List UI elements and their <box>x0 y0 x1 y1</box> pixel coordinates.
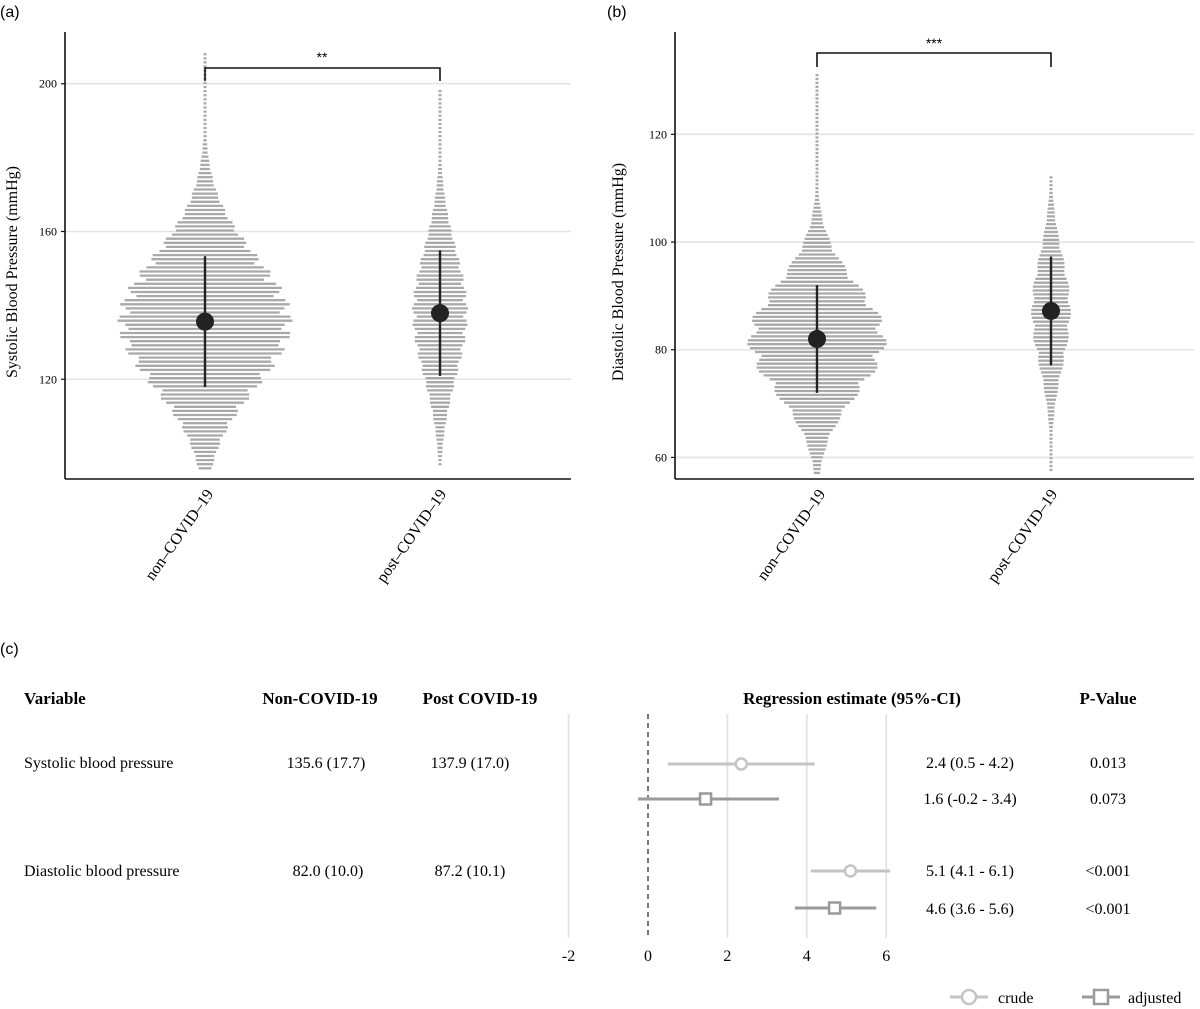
legend-crude-marker <box>960 988 978 1006</box>
panel-label-c: (c) <box>0 641 19 658</box>
xtick-label-6: 6 <box>882 948 890 965</box>
panel-b-ylabel: Diastolic Blood Pressure (mmHg) <box>610 163 627 381</box>
row-systolic-post-covid: 137.9 (17.0) <box>431 755 510 772</box>
legend-crude: crude <box>950 988 1034 1007</box>
panel-b-gridlines <box>675 133 1194 459</box>
header-pvalue: P-Value <box>1080 689 1137 708</box>
panel-a-significance-label: ** <box>317 49 328 65</box>
panel-a-xtick-non-covid: non–COVID–19 <box>142 487 217 584</box>
panel-a-ylabel: Systolic Blood Pressure (mmHg) <box>4 166 21 378</box>
panel-b-xtick-post-covid: post–COVID–19 <box>985 487 1062 586</box>
forest-x-ticks: -2 0 2 4 6 <box>562 948 890 965</box>
panel-label-a: (a) <box>0 4 20 21</box>
ytick-label-60: 60 <box>655 450 667 464</box>
panel-label-b: (b) <box>607 4 627 21</box>
xtick-label--2: -2 <box>562 948 575 965</box>
xtick-label-2: 2 <box>723 948 731 965</box>
panel-b-mean-sd <box>808 256 1060 393</box>
ytick-label-120: 120 <box>649 127 667 141</box>
row-diastolic-post-covid: 87.2 (10.1) <box>435 863 506 880</box>
forest-gridlines <box>567 714 888 938</box>
ytick-label-200: 200 <box>39 77 57 91</box>
ytick-label-80: 80 <box>655 343 667 357</box>
panel-b-diastolic: (b) 60 80 100 120 Diastolic Blood Pressure … <box>607 4 1194 586</box>
legend-adjusted-marker <box>1092 988 1110 1006</box>
forest-table: Systolic blood pressure 135.6 (17.7) 137… <box>24 755 1131 918</box>
panel-a-y-ticks: 120 160 200 <box>39 77 65 386</box>
panel-a-gridlines <box>65 82 571 381</box>
row-diastolic-non-covid: 82.0 (10.0) <box>293 863 364 880</box>
header-non-covid: Non-COVID-19 <box>262 689 377 708</box>
pvalue-diastolic-adjusted: <0.001 <box>1085 901 1130 918</box>
estimate-marker-0-adjusted <box>698 792 713 806</box>
panel-b-significance-bracket: *** <box>816 35 1052 67</box>
pvalue-systolic-crude: 0.013 <box>1090 755 1126 772</box>
header-variable: Variable <box>24 689 86 708</box>
panel-a-mean-sd <box>196 250 449 388</box>
panel-b-xtick-non-covid: non–COVID–19 <box>754 487 829 584</box>
xtick-label-0: 0 <box>644 948 652 965</box>
panel-a-significance-bracket: ** <box>204 49 441 81</box>
pvalue-systolic-adjusted: 0.073 <box>1090 791 1126 808</box>
panel-b-bracket-line <box>816 52 1052 67</box>
estimate-marker-1-adjusted <box>827 901 842 915</box>
mean-point-0 <box>196 312 214 331</box>
estimate-marker-1-crude <box>843 864 858 878</box>
legend-adjusted: adjusted <box>1082 988 1181 1007</box>
mean-point-1 <box>431 304 449 323</box>
estimate-systolic-adjusted: 1.6 (-0.2 - 3.4) <box>923 791 1016 808</box>
panel-b-significance-label: *** <box>926 35 943 51</box>
ytick-label-120: 120 <box>39 372 57 386</box>
estimate-systolic-crude: 2.4 (0.5 - 4.2) <box>926 755 1014 772</box>
legend-crude-label: crude <box>998 990 1034 1007</box>
ytick-label-100: 100 <box>649 235 667 249</box>
row-systolic-non-covid: 135.6 (17.7) <box>287 755 366 772</box>
header-estimate: Regression estimate (95%-CI) <box>743 689 961 708</box>
header-post-covid: Post COVID-19 <box>423 689 538 708</box>
forest-estimates <box>638 757 891 915</box>
ytick-label-160: 160 <box>39 224 57 238</box>
forest-legend: crude adjusted <box>950 988 1181 1007</box>
panel-a-bracket-line <box>204 67 441 81</box>
legend-adjusted-label: adjusted <box>1128 990 1181 1007</box>
estimate-diastolic-crude: 5.1 (4.1 - 6.1) <box>926 863 1014 880</box>
panel-c-forest: (c) Variable Non-COVID-19 Post COVID-19 … <box>0 641 1181 1007</box>
panel-b-y-ticks: 60 80 100 120 <box>649 127 675 464</box>
estimate-diastolic-adjusted: 4.6 (3.6 - 5.6) <box>926 901 1014 918</box>
row-variable-diastolic: Diastolic blood pressure <box>24 863 180 880</box>
panel-a-systolic: (a) 120 160 200 Systolic Blood Pressure (m… <box>0 4 571 586</box>
panel-a-swarm <box>117 53 468 470</box>
panel-a-xtick-post-covid: post–COVID–19 <box>374 487 451 586</box>
pvalue-diastolic-crude: <0.001 <box>1085 863 1130 880</box>
mean-point-1 <box>1042 301 1060 320</box>
estimate-marker-0-crude <box>734 757 749 771</box>
row-variable-systolic: Systolic blood pressure <box>24 755 173 772</box>
xtick-label-4: 4 <box>803 948 811 965</box>
mean-point-0 <box>808 329 826 348</box>
forest-header: Variable Non-COVID-19 Post COVID-19 Regr… <box>24 689 1137 708</box>
